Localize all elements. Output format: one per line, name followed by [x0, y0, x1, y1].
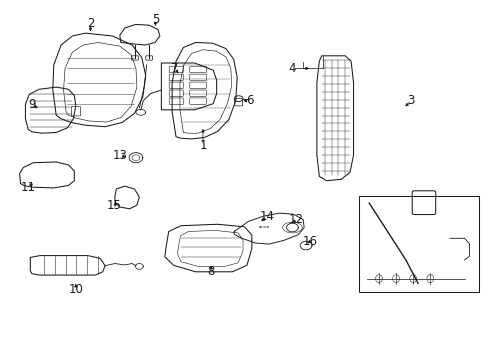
Text: 4: 4: [288, 62, 296, 75]
Text: 14: 14: [259, 210, 274, 223]
Text: 15: 15: [106, 199, 121, 212]
Text: 9: 9: [28, 98, 36, 111]
Text: 8: 8: [207, 265, 215, 278]
Bar: [359, 196, 478, 292]
Text: 1: 1: [199, 139, 206, 152]
Text: 7: 7: [171, 62, 179, 75]
Text: 10: 10: [68, 283, 83, 296]
Text: 2: 2: [86, 17, 94, 30]
Text: 13: 13: [113, 149, 127, 162]
Text: 3: 3: [406, 94, 414, 107]
Text: acura: acura: [258, 225, 269, 229]
Text: 5: 5: [151, 13, 159, 26]
Text: 12: 12: [288, 213, 303, 226]
Text: 6: 6: [245, 94, 253, 107]
Text: 16: 16: [303, 235, 317, 248]
Text: 11: 11: [21, 181, 36, 194]
